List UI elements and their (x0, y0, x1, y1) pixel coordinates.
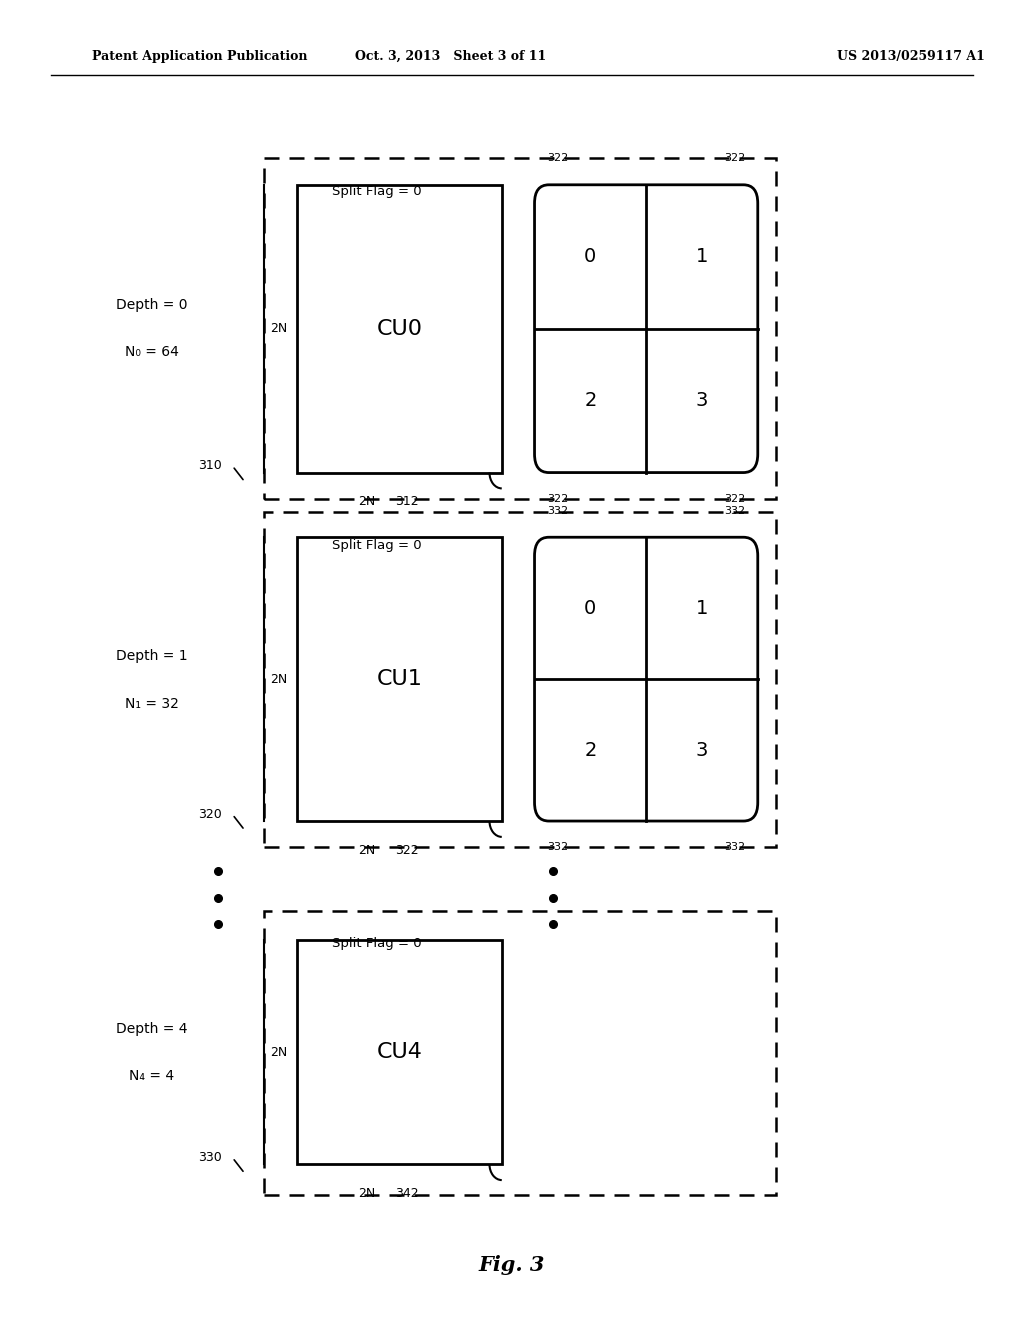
Text: 332: 332 (547, 506, 568, 516)
Text: Depth = 0: Depth = 0 (116, 298, 187, 312)
Text: 312: 312 (394, 495, 419, 508)
Text: 322: 322 (547, 153, 568, 164)
Text: Depth = 1: Depth = 1 (116, 649, 187, 663)
FancyBboxPatch shape (535, 185, 758, 473)
Text: Patent Application Publication: Patent Application Publication (92, 50, 307, 63)
Bar (297, 185, 502, 473)
Text: Split Flag = 1: Split Flag = 1 (590, 185, 680, 198)
Text: 332: 332 (724, 842, 745, 853)
Text: Fig. 3: Fig. 3 (479, 1254, 545, 1275)
Text: US 2013/0259117 A1: US 2013/0259117 A1 (838, 50, 985, 63)
Text: 2N: 2N (358, 843, 375, 857)
Text: 1: 1 (695, 599, 709, 618)
FancyBboxPatch shape (535, 537, 758, 821)
Text: Split Flag = 0: Split Flag = 0 (332, 937, 422, 950)
Text: 2: 2 (584, 391, 597, 411)
Bar (297, 537, 502, 821)
Text: Split Flag = 1: Split Flag = 1 (590, 539, 680, 552)
Text: 332: 332 (724, 506, 745, 516)
Text: Depth = 4: Depth = 4 (116, 1022, 187, 1036)
Bar (297, 940, 502, 1164)
Text: 0: 0 (585, 599, 596, 618)
Text: CU4: CU4 (377, 1041, 422, 1063)
Text: Oct. 3, 2013   Sheet 3 of 11: Oct. 3, 2013 Sheet 3 of 11 (355, 50, 546, 63)
Text: 322: 322 (724, 494, 745, 504)
Text: 3: 3 (695, 741, 709, 759)
Text: 0: 0 (585, 247, 596, 267)
Text: 342: 342 (394, 1187, 419, 1200)
Text: 310: 310 (199, 459, 222, 473)
Text: 322: 322 (547, 494, 568, 504)
Text: N₁ = 32: N₁ = 32 (125, 697, 178, 710)
Text: N₄ = 4: N₄ = 4 (129, 1069, 174, 1084)
Text: 2: 2 (584, 741, 597, 759)
Text: 2N: 2N (358, 1187, 375, 1200)
Text: 322: 322 (394, 843, 419, 857)
Text: CU0: CU0 (377, 318, 422, 339)
Text: 3: 3 (695, 391, 709, 411)
Text: Split Flag = 0: Split Flag = 0 (332, 539, 422, 552)
Text: 320: 320 (199, 808, 222, 821)
Text: 330: 330 (199, 1151, 222, 1164)
Text: 2N: 2N (270, 673, 287, 685)
Text: 2N: 2N (270, 1045, 287, 1059)
Text: Split Flag = 0: Split Flag = 0 (332, 185, 422, 198)
Text: 332: 332 (547, 842, 568, 853)
Text: 2N: 2N (358, 495, 375, 508)
Text: 322: 322 (724, 153, 745, 164)
Text: N₀ = 64: N₀ = 64 (125, 346, 178, 359)
Text: 2N: 2N (270, 322, 287, 335)
Text: CU1: CU1 (377, 669, 422, 689)
Text: 1: 1 (695, 247, 709, 267)
